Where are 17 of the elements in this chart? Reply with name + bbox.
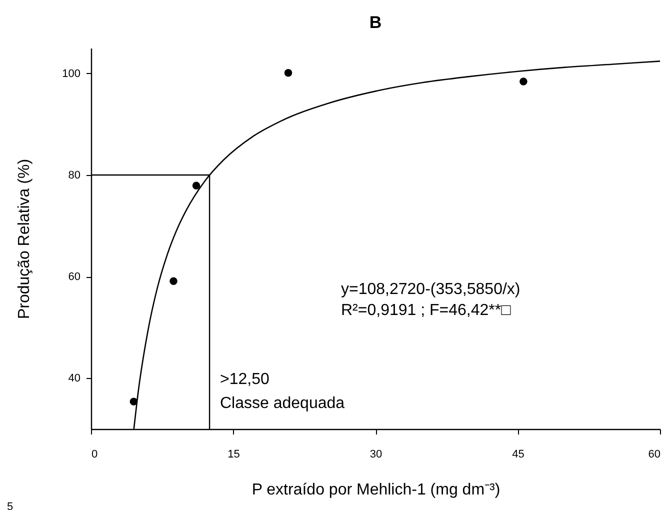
annotation: >12,50 <box>220 371 270 388</box>
annotation: Classe adequada <box>220 395 345 412</box>
x-tick-label: 0 <box>92 448 98 460</box>
x-tick-label: 45 <box>512 448 524 460</box>
annotation: y=108,2720-(353,5850/x) <box>341 281 520 298</box>
y-axis-title: Produção Relativa (%) <box>16 158 34 320</box>
chart-title: B <box>369 13 382 32</box>
x-tick-label: 60 <box>648 448 660 460</box>
x-axis-title: P extraído por Mehlich-1 (mg dm⁻³) <box>252 482 500 498</box>
annotation: R²=0,9191 ; F=46,42**□ <box>341 302 512 319</box>
y-tick-label: 80 <box>68 170 80 182</box>
x-tick-label: 15 <box>228 448 240 460</box>
y-tick-label: 100 <box>62 68 80 80</box>
y-tick-label: 60 <box>68 271 80 284</box>
y-tick-label: 40 <box>68 372 80 385</box>
x-tick-label: 30 <box>370 448 382 460</box>
text: 5 <box>7 501 14 510</box>
